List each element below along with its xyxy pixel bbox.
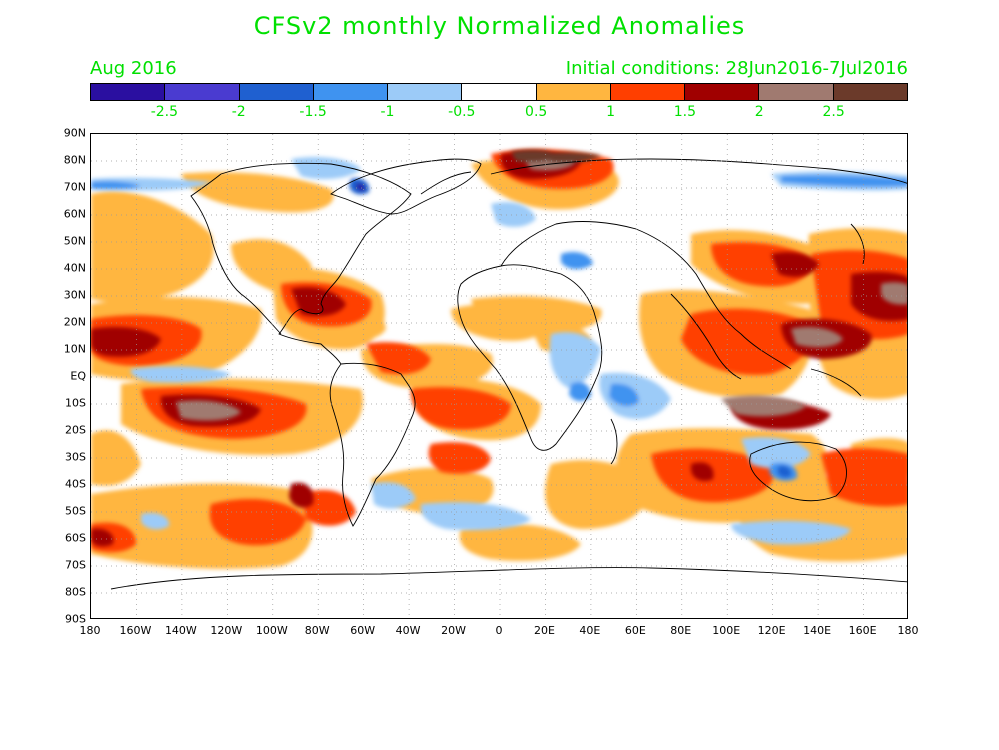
colorbar-tick-label: -1 [380, 104, 395, 120]
colorbar-swatch [388, 84, 463, 100]
colorbar-swatch [610, 84, 686, 100]
longitude-label: 120E [757, 624, 786, 637]
longitude-label: 180 [897, 624, 919, 637]
colorbar-swatch [685, 84, 760, 100]
latitude-label: 80N [63, 153, 86, 167]
longitude-label: 60W [350, 624, 376, 637]
latitude-label: 60S [65, 531, 86, 545]
latitude-label: 70S [65, 558, 86, 572]
colorbar-swatch [91, 84, 166, 100]
latitude-label: 10N [63, 342, 86, 356]
latitude-label: 30S [65, 450, 86, 464]
longitude-label: 20W [441, 624, 466, 637]
latitude-label: 90S [65, 612, 86, 626]
colorbar-swatch [165, 84, 240, 100]
longitude-label: 180 [79, 624, 101, 637]
latitude-label: 10S [65, 396, 86, 410]
longitude-label: 40W [395, 624, 421, 637]
colorbar-tick-label: -0.5 [448, 104, 476, 120]
negative-anomaly-layer [91, 157, 907, 545]
map-title: CFSv2 monthly Normalized Anomalies [253, 12, 746, 40]
longitude-label: 160E [848, 624, 877, 637]
colorbar-swatch [536, 84, 611, 100]
latitude-label: 50N [63, 234, 86, 248]
colorbar-tick-label: 2.5 [822, 104, 845, 120]
forecast-month-label: Aug 2016 [90, 58, 177, 79]
latitude-label: 50S [65, 504, 86, 518]
colorbar-labels: -2.5 -2 -1.5 -1 -0.5 0.5 1 1.5 2 2.5 [90, 104, 908, 120]
colorbar-tick-label: 0.5 [525, 104, 548, 120]
longitude-label: 80E [670, 624, 692, 637]
colorbar-tick-label: 2 [754, 104, 764, 120]
colorbar-tick-label: -1.5 [299, 104, 327, 120]
colorbar-swatch [462, 84, 537, 100]
longitude-label: 100W [255, 624, 288, 637]
colorbar-tick-label: -2.5 [150, 104, 179, 120]
graticule [91, 134, 907, 618]
latitude-label: 20S [65, 423, 86, 437]
longitude-label: 80W [304, 624, 330, 637]
latitude-label: 60N [63, 207, 86, 221]
colorbar-swatch [759, 84, 834, 100]
anomaly-map [90, 133, 908, 619]
longitude-label: 20E [533, 624, 555, 637]
latitude-label: 80S [65, 585, 86, 599]
extreme-positive-anomaly-layer [176, 149, 907, 421]
longitude-label: 120W [210, 624, 243, 637]
longitude-label: 0 [495, 624, 503, 637]
latitude-label: 40N [63, 261, 86, 275]
latitude-label: 90N [63, 126, 86, 140]
latitude-label: 20N [63, 315, 86, 329]
longitude-label: 160W [119, 624, 152, 637]
initial-conditions-label: Initial conditions: 28Jun2016-7Jul2016 [565, 58, 908, 79]
longitude-label: 140E [803, 624, 832, 637]
colorbar [90, 83, 908, 101]
latitude-label: 70N [63, 180, 86, 194]
colorbar-tick-label: -2 [231, 104, 246, 120]
longitude-label: 100E [712, 624, 741, 637]
longitude-label: 40E [579, 624, 601, 637]
colorbar-swatch [313, 84, 389, 100]
coastlines [110, 158, 907, 590]
latitude-label: 30N [63, 288, 86, 302]
longitude-label: 60E [624, 624, 646, 637]
colorbar-swatch [833, 84, 907, 100]
latitude-label: 40S [65, 477, 86, 491]
latitude-label: EQ [70, 369, 86, 383]
colorbar-tick-label: 1 [606, 104, 615, 120]
colorbar-tick-label: 1.5 [673, 104, 697, 120]
colorbar-swatch [239, 84, 314, 100]
longitude-label: 140W [164, 624, 197, 637]
